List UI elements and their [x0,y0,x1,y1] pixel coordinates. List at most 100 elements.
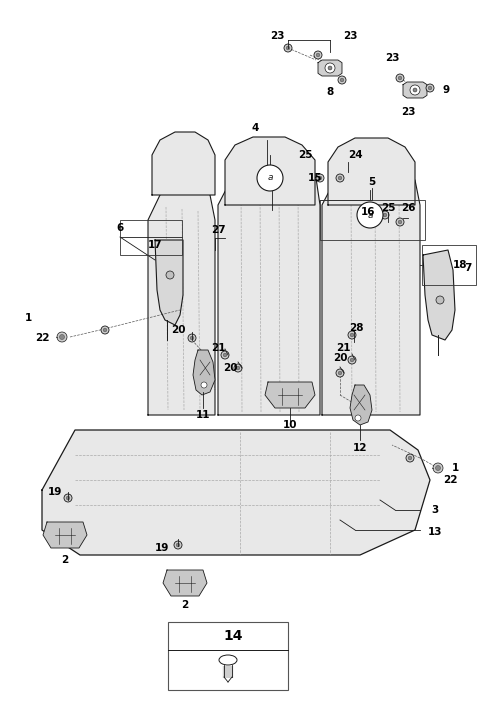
Circle shape [318,176,322,180]
Circle shape [338,176,342,180]
Text: a: a [183,631,189,641]
Text: 10: 10 [283,420,297,430]
Circle shape [236,366,240,370]
Circle shape [340,78,344,82]
Circle shape [348,331,356,339]
Circle shape [350,333,354,337]
Text: 6: 6 [116,223,124,233]
Circle shape [436,296,444,304]
Text: 18: 18 [453,260,467,270]
Text: 1: 1 [24,313,32,323]
Polygon shape [152,132,215,195]
Circle shape [413,88,417,92]
Text: 20: 20 [171,325,185,335]
Circle shape [316,174,324,182]
Circle shape [408,456,412,460]
Polygon shape [423,250,455,340]
Circle shape [284,44,292,52]
Text: 16: 16 [361,207,375,217]
Polygon shape [322,170,420,415]
Polygon shape [218,168,320,415]
Text: 14: 14 [223,629,243,643]
Circle shape [316,54,320,57]
Circle shape [101,326,109,334]
Text: 12: 12 [353,443,367,453]
Text: 27: 27 [211,225,225,235]
Text: a: a [367,210,373,220]
Text: 2: 2 [61,555,69,565]
Circle shape [103,328,107,332]
Text: 20: 20 [333,353,347,363]
Text: 2: 2 [181,600,189,610]
Circle shape [66,496,70,500]
Text: 25: 25 [381,203,395,213]
Circle shape [435,465,441,470]
Circle shape [286,46,290,50]
Text: 23: 23 [343,31,357,41]
Circle shape [381,211,389,219]
Circle shape [190,337,194,340]
Text: 23: 23 [385,53,399,63]
Circle shape [176,543,180,547]
Polygon shape [193,350,215,395]
Circle shape [396,74,404,82]
Polygon shape [42,430,430,555]
Text: 19: 19 [48,487,62,497]
Circle shape [234,364,242,372]
Circle shape [336,174,344,182]
Circle shape [348,356,356,364]
Text: 1: 1 [451,463,458,473]
Circle shape [188,334,196,342]
Circle shape [166,271,174,279]
Circle shape [426,84,434,92]
Polygon shape [403,82,427,98]
Polygon shape [350,385,372,425]
Text: 23: 23 [270,31,284,41]
Text: 11: 11 [196,410,210,420]
Circle shape [357,202,383,228]
Polygon shape [318,60,342,76]
Text: 22: 22 [443,475,457,485]
FancyBboxPatch shape [168,622,288,690]
Circle shape [60,334,64,339]
Circle shape [338,76,346,84]
Polygon shape [225,137,315,205]
Circle shape [398,76,402,80]
Text: 15: 15 [308,173,322,183]
Circle shape [64,494,72,502]
Circle shape [383,213,387,217]
Circle shape [221,351,229,359]
Polygon shape [155,240,183,325]
Text: 21: 21 [211,343,225,353]
Polygon shape [148,185,215,415]
Circle shape [174,541,182,549]
Text: 8: 8 [326,87,334,97]
Text: 21: 21 [336,343,350,353]
Circle shape [201,382,207,388]
Text: 23: 23 [401,107,415,117]
Circle shape [257,165,283,191]
Circle shape [428,86,432,90]
Circle shape [57,332,67,342]
Circle shape [175,625,197,647]
Text: 7: 7 [464,263,472,273]
Circle shape [350,358,354,362]
Circle shape [325,63,335,73]
Text: 9: 9 [443,85,450,95]
Text: 13: 13 [428,527,442,537]
Circle shape [433,463,443,473]
Polygon shape [328,138,415,205]
Circle shape [314,51,322,59]
Polygon shape [265,382,315,408]
Circle shape [396,218,404,226]
Text: 28: 28 [349,323,363,333]
Polygon shape [43,522,87,548]
Text: 24: 24 [348,150,362,160]
Circle shape [223,353,227,357]
Circle shape [355,415,361,421]
Text: 17: 17 [148,240,162,250]
Text: a: a [267,173,273,182]
Text: 5: 5 [368,177,376,187]
Text: 4: 4 [252,123,259,133]
Circle shape [336,369,344,377]
